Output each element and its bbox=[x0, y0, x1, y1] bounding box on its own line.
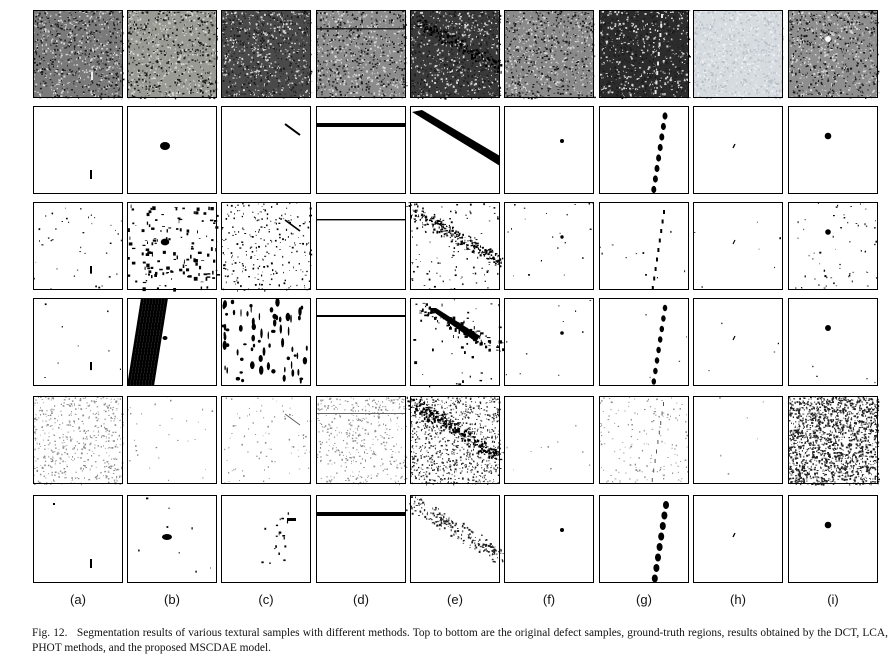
panel-ground_truth-8 bbox=[693, 106, 783, 194]
panel-ground_truth-1 bbox=[33, 106, 123, 194]
panel-ground_truth-4 bbox=[316, 106, 406, 194]
panel-lca-5 bbox=[410, 298, 506, 388]
column-label-1: (a) bbox=[70, 592, 86, 607]
panel-ground_truth-2 bbox=[127, 106, 217, 194]
panel-dct-4 bbox=[316, 202, 406, 290]
panel-lca-4 bbox=[316, 298, 406, 386]
panel-phot-7 bbox=[599, 396, 689, 484]
column-label-9: (i) bbox=[827, 592, 839, 607]
panel-phot-8 bbox=[693, 396, 783, 484]
panel-dct-1 bbox=[33, 202, 123, 290]
panel-dct-9 bbox=[788, 202, 878, 290]
column-label-4: (d) bbox=[353, 592, 369, 607]
panel-original-7 bbox=[599, 10, 691, 100]
panel-phot-1 bbox=[33, 396, 124, 486]
panel-lca-2 bbox=[127, 298, 217, 386]
panel-original-4 bbox=[316, 10, 408, 100]
panel-phot-2 bbox=[127, 396, 217, 484]
panel-phot-5 bbox=[406, 396, 506, 486]
panel-mscdae-7 bbox=[599, 495, 689, 583]
figure-caption: Fig. 12. Segmentation results of various… bbox=[32, 626, 888, 656]
panel-dct-2 bbox=[127, 202, 221, 292]
panel-dct-7 bbox=[599, 202, 689, 290]
panel-ground_truth-3 bbox=[221, 106, 311, 194]
panel-original-3 bbox=[221, 10, 313, 100]
panel-ground_truth-7 bbox=[599, 106, 689, 194]
caption-fig-number: Fig. 12. bbox=[32, 627, 68, 639]
panel-mscdae-9 bbox=[788, 495, 878, 583]
panel-mscdae-4 bbox=[316, 495, 406, 583]
panel-ground_truth-9 bbox=[788, 106, 878, 194]
panel-lca-9 bbox=[788, 298, 878, 386]
column-label-5: (e) bbox=[447, 592, 463, 607]
panel-lca-6 bbox=[504, 298, 594, 386]
panel-mscdae-8 bbox=[693, 495, 783, 583]
column-label-6: (f) bbox=[542, 592, 556, 607]
panel-lca-7 bbox=[599, 298, 689, 386]
panel-mscdae-1 bbox=[33, 495, 123, 583]
panel-mscdae-2 bbox=[127, 495, 217, 583]
panel-dct-6 bbox=[504, 202, 594, 290]
panel-ground_truth-5 bbox=[410, 106, 500, 194]
panel-phot-9 bbox=[788, 396, 880, 486]
panel-mscdae-6 bbox=[504, 495, 594, 583]
panel-lca-3 bbox=[221, 298, 311, 386]
panel-original-1 bbox=[33, 10, 125, 100]
panel-phot-4 bbox=[316, 396, 408, 486]
panel-mscdae-5 bbox=[405, 495, 507, 583]
panel-lca-1 bbox=[33, 298, 123, 386]
column-label-2: (b) bbox=[164, 592, 180, 607]
panel-original-2 bbox=[127, 10, 219, 100]
panel-dct-8 bbox=[693, 202, 783, 290]
panel-phot-6 bbox=[504, 396, 594, 484]
column-label-3: (c) bbox=[258, 592, 274, 607]
column-label-8: (h) bbox=[730, 592, 746, 607]
column-label-7: (g) bbox=[636, 592, 652, 607]
panel-lca-8 bbox=[693, 298, 783, 386]
panel-dct-3 bbox=[221, 202, 313, 292]
panel-phot-3 bbox=[221, 396, 312, 484]
panel-original-5 bbox=[410, 10, 503, 100]
panel-mscdae-3 bbox=[221, 495, 311, 583]
panel-original-6 bbox=[504, 10, 596, 100]
panel-dct-5 bbox=[405, 202, 504, 290]
panel-original-8 bbox=[693, 10, 784, 100]
caption-text: Segmentation results of various textural… bbox=[32, 627, 888, 654]
segmentation-grid bbox=[33, 10, 880, 583]
panel-ground_truth-6 bbox=[504, 106, 594, 194]
panel-original-9 bbox=[788, 10, 880, 100]
